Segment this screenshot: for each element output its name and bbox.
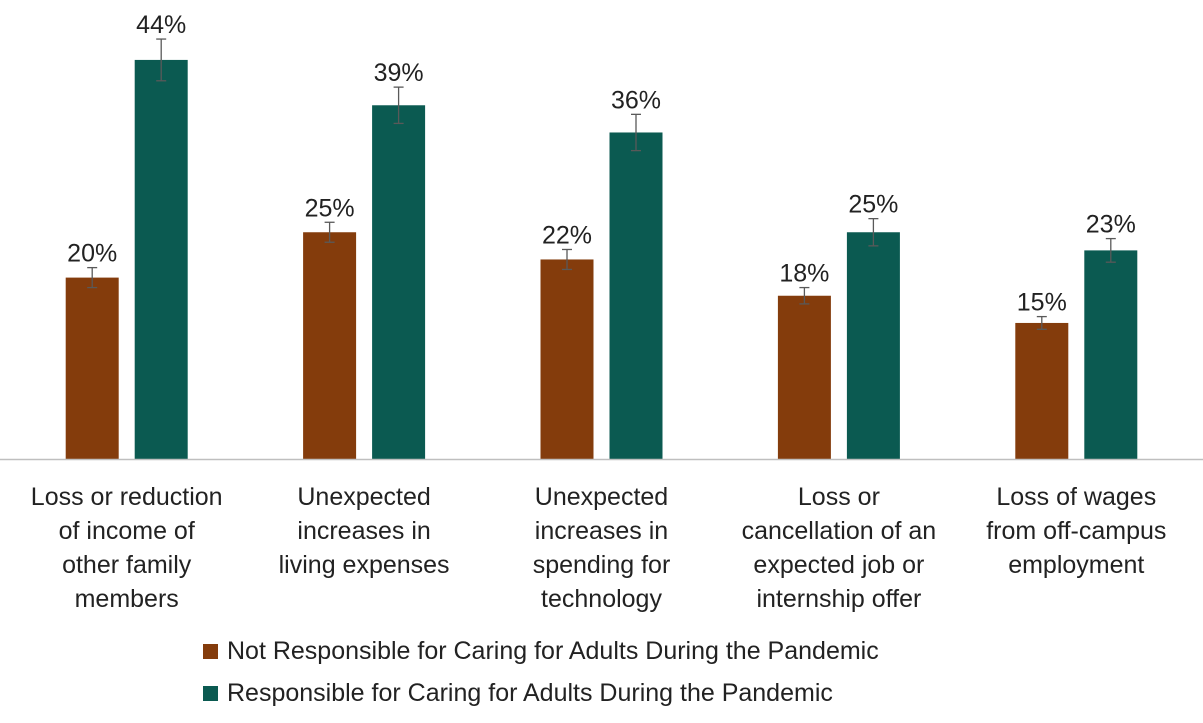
bar-not-responsible-0 [65,277,119,459]
legend-swatch-responsible [203,685,218,701]
data-label-not-responsible-1: 25% [305,194,355,222]
error-bar-not-responsible-2 [562,248,572,271]
bars-layer [65,59,1138,460]
data-label-responsible-2: 36% [611,86,661,114]
data-label-responsible-3: 25% [848,191,898,219]
legend: Not Responsible for Caring for Adults Du… [203,630,879,714]
error-bars-layer [87,38,1116,330]
data-label-responsible-1: 39% [374,59,424,87]
data-label-responsible-0: 44% [136,11,186,39]
legend-item-not-responsible: Not Responsible for Caring for Adults Du… [203,630,879,672]
error-bar-not-responsible-1 [324,221,335,243]
category-label-0: Loss or reduction of income of other famil… [31,483,223,613]
error-bar-responsible-3 [868,217,879,247]
bar-responsible-3 [846,232,900,459]
legend-swatch-not-responsible [203,643,218,659]
data-label-not-responsible-2: 22% [542,221,592,249]
error-bar-responsible-0 [156,38,167,82]
error-bar-not-responsible-3 [799,286,810,305]
error-bar-responsible-1 [393,86,404,125]
data-labels-layer: 20% 44% 25% 39% 22% 36% 18% 25% 15% 23% [67,11,1136,317]
error-bar-not-responsible-0 [87,266,98,289]
bar-not-responsible-4 [1015,322,1069,459]
bar-not-responsible-3 [777,295,831,459]
data-label-responsible-4: 23% [1086,211,1136,239]
bar-responsible-0 [134,59,188,460]
legend-label-responsible: Responsible for Caring for Adults During… [227,678,833,707]
bar-not-responsible-1 [303,232,357,459]
category-label-3: Loss or cancellation of an expected job or… [742,483,937,613]
bar-responsible-2 [609,132,663,460]
bar-responsible-4 [1084,250,1138,459]
error-bar-responsible-4 [1105,237,1116,263]
category-labels-layer: Loss or reduction of income of other famil… [31,483,1167,613]
error-bar-responsible-2 [631,113,641,152]
legend-label-not-responsible: Not Responsible for Caring for Adults Du… [227,636,879,665]
bar-not-responsible-2 [540,259,594,459]
error-bar-not-responsible-4 [1036,315,1047,330]
category-label-2: Unexpected increases in spending for techno… [533,483,671,613]
bar-responsible-1 [372,105,426,460]
legend-item-responsible: Responsible for Caring for Adults During… [203,672,879,714]
category-label-4: Loss of wages from off-campus employment [986,483,1166,579]
data-label-not-responsible-4: 15% [1017,289,1067,317]
category-label-1: Unexpected increases in living expenses [279,483,450,579]
data-label-not-responsible-0: 20% [67,240,117,268]
data-label-not-responsible-3: 18% [779,260,829,288]
